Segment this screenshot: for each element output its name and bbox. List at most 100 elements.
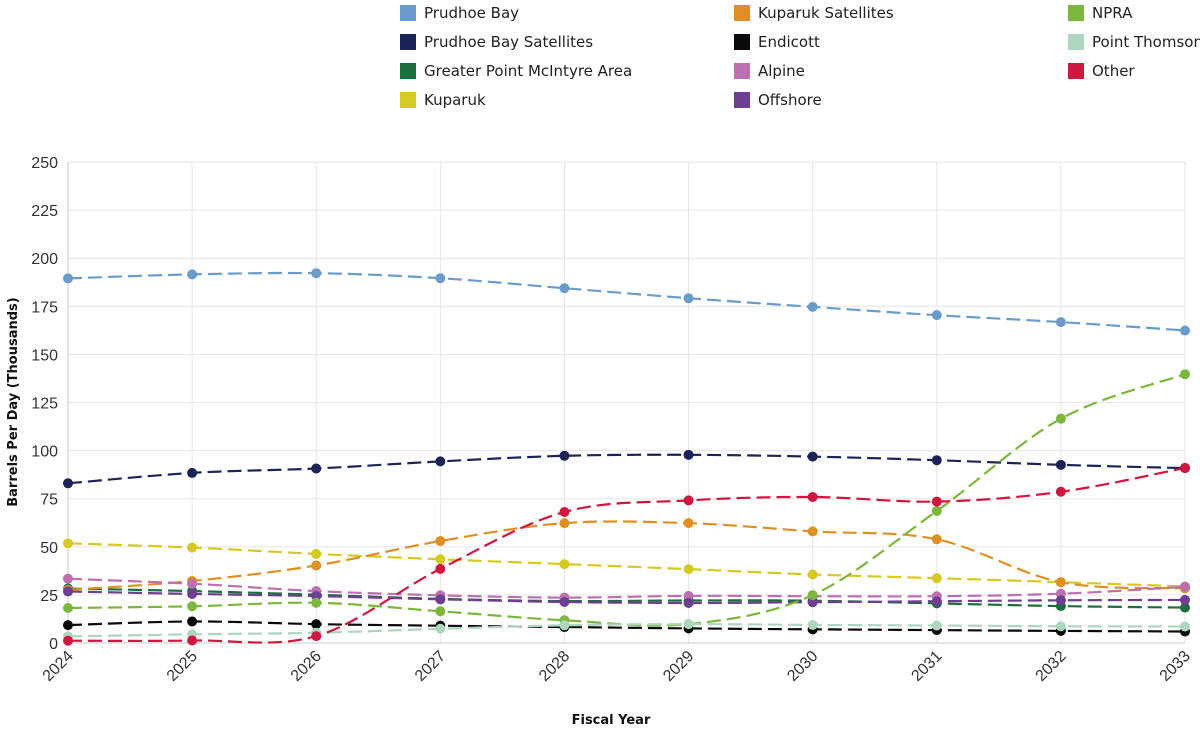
data-point-kuparuk[interactable] [559,559,570,570]
legend-item-offshore[interactable]: Offshore [734,90,822,110]
data-point-alpine[interactable] [1180,581,1190,592]
data-point-other[interactable] [187,635,198,646]
legend-swatch [734,92,750,108]
legend-item-prudhoe-bay[interactable]: Prudhoe Bay [400,3,519,23]
data-point-prudhoe-bay[interactable] [311,268,322,279]
y-tick-label: 150 [31,347,58,364]
legend-item-other[interactable]: Other [1068,61,1135,81]
data-point-alpine[interactable] [63,573,73,584]
data-point-prudhoe-bay[interactable] [807,301,818,312]
legend-item-point-thomson[interactable]: Point Thomson [1068,32,1200,52]
data-point-endicott[interactable] [311,619,322,630]
data-point-kuparuk-satellites[interactable] [435,536,446,547]
data-point-prudhoe-bay[interactable] [1055,317,1066,328]
data-point-point-thomson[interactable] [1180,621,1190,632]
data-point-prudhoe-bay[interactable] [559,283,570,294]
data-point-offshore[interactable] [63,586,73,597]
data-point-kuparuk[interactable] [683,564,694,575]
data-point-kuparuk[interactable] [311,548,322,559]
data-point-prudhoe-bay-satellites[interactable] [559,450,570,461]
y-tick-label: 250 [31,155,58,172]
data-point-other[interactable] [559,506,570,517]
data-point-kuparuk[interactable] [435,554,446,565]
data-point-endicott[interactable] [63,620,73,631]
legend: Prudhoe Bay Prudhoe Bay Satellites Greater… [0,0,1200,120]
legend-item-prudhoe-bay-satellites[interactable]: Prudhoe Bay Satellites [400,32,593,52]
data-point-point-thomson[interactable] [683,619,694,630]
series-line-alpine [67,577,1186,599]
x-tick-label: 2025 [164,648,201,685]
data-point-npra[interactable] [435,606,446,617]
data-point-other[interactable] [311,631,322,642]
legend-label: Prudhoe Bay Satellites [424,33,594,51]
data-point-npra[interactable] [1180,369,1190,380]
data-point-kuparuk-satellites[interactable] [559,518,570,529]
data-point-offshore[interactable] [807,597,818,608]
legend-item-greater-point-mcintyre-area[interactable]: Greater Point McIntyre Area [400,61,632,81]
data-point-offshore[interactable] [931,596,942,607]
data-point-prudhoe-bay-satellites[interactable] [435,456,446,467]
data-point-point-thomson[interactable] [931,620,942,631]
data-point-kuparuk-satellites[interactable] [807,526,818,537]
data-point-alpine[interactable] [187,578,198,589]
data-point-offshore[interactable] [559,597,570,608]
data-point-prudhoe-bay[interactable] [187,269,198,280]
data-point-other[interactable] [931,496,942,507]
data-point-prudhoe-bay[interactable] [1180,325,1190,336]
data-point-other[interactable] [683,495,694,506]
data-point-npra[interactable] [311,597,322,608]
legend-item-endicott[interactable]: Endicott [734,32,820,52]
data-point-offshore[interactable] [1180,594,1190,605]
data-point-npra[interactable] [807,590,818,601]
series-points [63,268,1190,646]
data-point-other[interactable] [1180,462,1190,473]
data-point-prudhoe-bay[interactable] [683,293,694,304]
data-point-greater-point-mcintyre-area[interactable] [1180,602,1190,613]
data-point-npra[interactable] [931,506,942,517]
data-point-prudhoe-bay[interactable] [63,273,73,284]
data-point-point-thomson[interactable] [435,623,446,634]
data-point-offshore[interactable] [683,597,694,608]
data-point-kuparuk[interactable] [807,569,818,580]
data-point-other[interactable] [807,491,818,502]
data-point-kuparuk-satellites[interactable] [931,534,942,545]
data-point-prudhoe-bay-satellites[interactable] [683,449,694,460]
data-point-kuparuk-satellites[interactable] [1055,577,1066,588]
data-point-prudhoe-bay[interactable] [931,310,942,321]
legend-item-kuparuk-satellites[interactable]: Kuparuk Satellites [734,3,894,23]
data-point-offshore[interactable] [187,588,198,599]
data-point-prudhoe-bay-satellites[interactable] [63,478,73,489]
data-point-kuparuk[interactable] [63,538,73,549]
data-point-kuparuk-satellites[interactable] [683,518,694,529]
data-point-npra[interactable] [1055,413,1066,424]
y-tick-label: 75 [40,492,58,509]
data-point-offshore[interactable] [435,594,446,605]
data-point-prudhoe-bay-satellites[interactable] [311,463,322,474]
data-point-offshore[interactable] [1055,595,1066,606]
data-point-kuparuk[interactable] [931,573,942,584]
data-point-prudhoe-bay-satellites[interactable] [1055,459,1066,470]
legend-label: Endicott [758,33,820,51]
data-point-kuparuk[interactable] [187,542,198,553]
data-point-npra[interactable] [63,602,73,613]
legend-swatch [1068,34,1084,50]
data-point-point-thomson[interactable] [807,619,818,630]
legend-item-kuparuk[interactable]: Kuparuk [400,90,486,110]
data-point-prudhoe-bay[interactable] [435,273,446,284]
data-point-point-thomson[interactable] [559,620,570,631]
legend-item-npra[interactable]: NPRA [1068,3,1132,23]
x-tick-label: 2027 [412,648,449,685]
data-point-prudhoe-bay-satellites[interactable] [807,451,818,462]
data-point-other[interactable] [435,563,446,574]
data-point-point-thomson[interactable] [1055,621,1066,632]
data-point-prudhoe-bay-satellites[interactable] [931,455,942,466]
data-point-endicott[interactable] [187,616,198,627]
x-tick-label: 2024 [40,648,77,685]
data-point-other[interactable] [63,635,73,646]
data-point-other[interactable] [1055,486,1066,497]
data-point-prudhoe-bay-satellites[interactable] [187,467,198,478]
data-point-alpine[interactable] [683,590,694,601]
data-point-kuparuk-satellites[interactable] [311,560,322,571]
legend-item-alpine[interactable]: Alpine [734,61,805,81]
data-point-npra[interactable] [187,601,198,612]
